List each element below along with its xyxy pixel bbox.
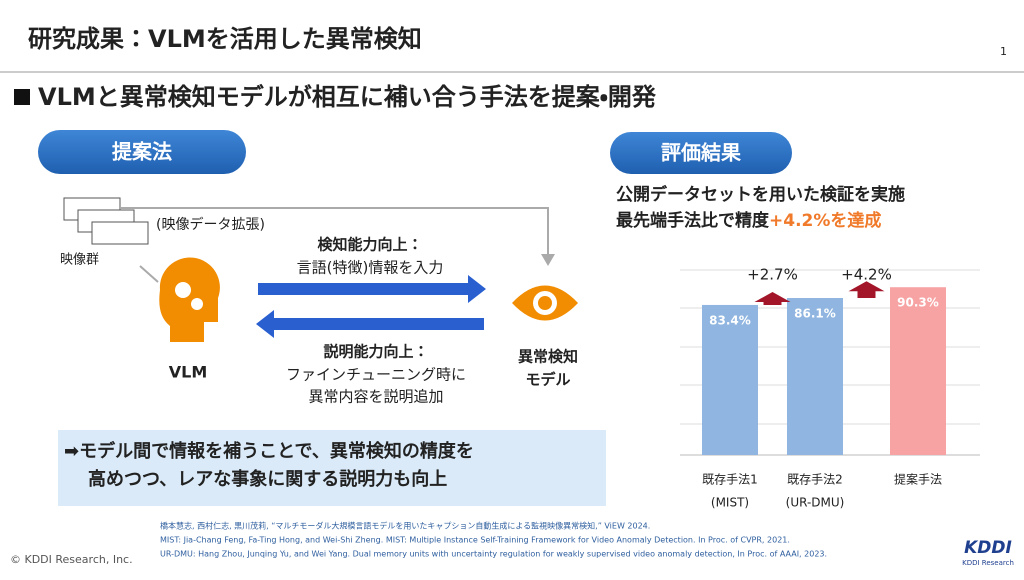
- bullet: [14, 89, 30, 105]
- bar: [787, 298, 843, 455]
- annotation: +2.7%: [747, 266, 798, 284]
- annotation: +4.2%: [841, 266, 892, 284]
- bar: [702, 304, 758, 455]
- category-label: 既存手法2: [787, 473, 843, 487]
- label: 説明能力向上：: [323, 343, 428, 361]
- arrow: [272, 318, 484, 330]
- label: モデル: [525, 371, 570, 389]
- gain-arrow: [848, 281, 885, 299]
- logo: KDDI: [964, 538, 1012, 558]
- category-sublabel: (UR-DMU): [786, 496, 845, 510]
- badge: [610, 132, 792, 174]
- results-text: 最先端手法比で精度: [616, 210, 770, 231]
- badge: [38, 130, 246, 174]
- arrow-head: [541, 254, 555, 266]
- summary-text: 高めつつ、レアな事象に関する説明力も向上: [88, 468, 447, 490]
- badge-text: 評価結果: [661, 141, 741, 165]
- results-text: 公開データセットを用いた検証を実施: [616, 184, 905, 205]
- label: 検知能力向上：: [317, 236, 422, 254]
- summary-text: ➡モデル間で情報を補うことで、異常検知の精度を: [64, 440, 474, 462]
- film-icon: [63, 197, 149, 245]
- value-label: 86.1%: [794, 307, 836, 321]
- arrow: [139, 265, 159, 283]
- arrow: [258, 283, 470, 295]
- badge-text: 提案法: [112, 140, 172, 164]
- slide-title: 研究成果：VLMを活用した異常検知: [28, 25, 422, 53]
- label: VLM: [169, 363, 208, 382]
- results-text: 最先端手法比で精度+4.2%を達成: [616, 210, 881, 231]
- label: 異常内容を説明追加: [308, 388, 443, 406]
- footnote: UR-DMU: Hang Zhou, Junqing Yu, and Wei Y…: [160, 550, 827, 559]
- logo-sub: KDDI Research: [962, 559, 1014, 567]
- vlm-icon: [159, 257, 220, 342]
- label: 映像群: [60, 253, 99, 268]
- label: 言語(特徴)情報を入力: [297, 259, 444, 277]
- value-label: 90.3%: [897, 296, 939, 310]
- label: (映像データ拡張): [156, 216, 265, 233]
- label: ファインチューニング時に: [286, 366, 466, 384]
- label: 異常検知: [518, 348, 578, 366]
- bar: [890, 287, 946, 455]
- page-number: 1: [1000, 45, 1007, 58]
- arrow-head: [256, 310, 274, 338]
- headline: VLMと異常検知モデルが相互に補い合う手法を提案・開発: [38, 83, 657, 111]
- footnote: 橋本慧志, 西村仁志, 黒川茂莉, “マルチモーダル大規模言語モデルを用いたキャ…: [160, 521, 650, 531]
- category-label: 提案手法: [894, 472, 942, 487]
- summary-box: [58, 430, 606, 506]
- value-label: 83.4%: [709, 313, 751, 327]
- category-label: 既存手法1: [702, 473, 758, 487]
- gain-arrow: [754, 292, 791, 305]
- category-sublabel: (MIST): [711, 496, 749, 510]
- highlight: +4.2%を達成: [769, 210, 881, 231]
- footnote: MIST: Jia-Chang Feng, Fa-Ting Hong, and …: [160, 536, 790, 545]
- eye-icon: [512, 285, 578, 321]
- copyright: © KDDI Research, Inc.: [10, 553, 133, 566]
- arrow: [120, 207, 549, 258]
- arrow-head: [468, 275, 486, 303]
